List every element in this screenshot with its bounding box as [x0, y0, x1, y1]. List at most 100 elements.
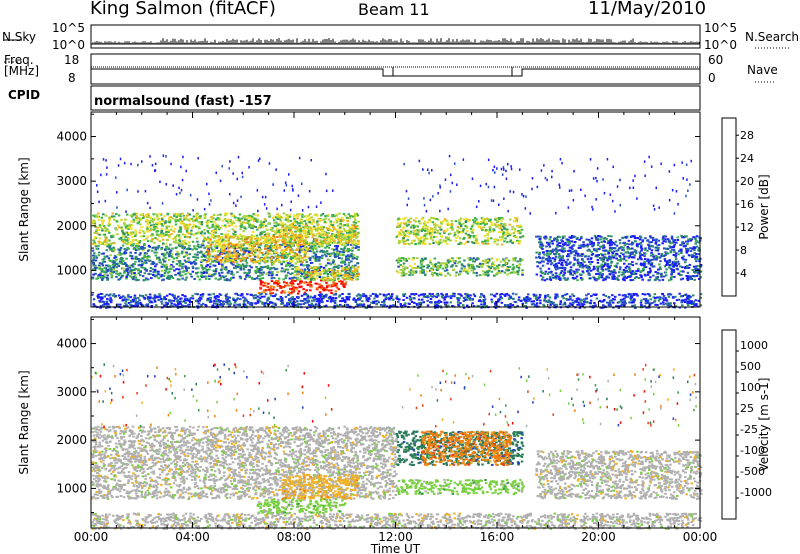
power-cell: [302, 288, 305, 291]
power-cell: [573, 254, 577, 257]
power-cell: [265, 228, 268, 231]
power-cell: [618, 242, 622, 245]
power-cell: [236, 264, 239, 267]
power-cell: [178, 268, 181, 271]
power-cell: [420, 257, 424, 260]
power-cell: [168, 254, 171, 257]
power-cell: [323, 221, 327, 224]
power-cell: [446, 259, 450, 262]
power-cell: [156, 273, 160, 276]
power-cell: [227, 250, 231, 253]
power-cell: [163, 248, 167, 251]
power-cell: [129, 270, 132, 273]
power-cell: [589, 258, 593, 261]
power-cell: [340, 230, 343, 233]
station-title: King Salmon (fitACF): [90, 0, 276, 19]
power-cell: [148, 221, 151, 224]
power-cell: [477, 257, 480, 260]
power-cell: [485, 233, 489, 235]
power-cell: [253, 258, 257, 261]
power-cell: [286, 284, 289, 287]
power-cell: [610, 270, 614, 273]
power-cell: [297, 235, 301, 237]
power-cell: [409, 226, 413, 229]
power-cell: [280, 249, 284, 252]
nave-top: 60: [708, 53, 724, 67]
power-cell: [152, 228, 156, 231]
power-cell: [519, 257, 522, 260]
power-cell: [125, 257, 128, 260]
power-cell: [167, 248, 171, 251]
power-cell: [315, 229, 318, 232]
power-cell: [356, 235, 359, 238]
power-cell: [547, 267, 551, 270]
power-cell: [659, 260, 662, 263]
power-cell: [290, 264, 294, 267]
power-cell: [311, 234, 315, 237]
power-cell: [427, 265, 430, 268]
power-cell: [143, 252, 147, 255]
power-cell: [423, 220, 427, 223]
power-cell: [316, 272, 319, 275]
power-cell: [203, 216, 207, 219]
power-cell: [219, 213, 222, 216]
power-cell: [238, 213, 242, 216]
power-cell: [624, 266, 628, 269]
power-cell: [237, 263, 241, 266]
power-cell: [419, 228, 422, 231]
power-cell: [330, 248, 334, 250]
power-cell: [310, 230, 313, 233]
power-cell: [187, 232, 190, 235]
power-cell: [130, 255, 134, 258]
power-cell: [503, 224, 507, 227]
power-cell: [223, 240, 227, 243]
power-cell: [208, 273, 211, 276]
power-cell: [461, 264, 464, 267]
power-cell: [662, 235, 666, 238]
power-cell: [124, 218, 127, 221]
power-cell: [226, 251, 229, 254]
power-cell: [346, 229, 349, 232]
power-cell: [668, 245, 671, 248]
power-cell: [274, 268, 277, 271]
power-cell: [595, 279, 598, 282]
power-cell: [250, 216, 253, 219]
power-cell: [108, 219, 111, 222]
power-cell: [275, 281, 278, 284]
power-cell: [336, 269, 339, 272]
power-cell: [501, 230, 504, 233]
power-cell: [654, 249, 658, 252]
power-cell: [332, 226, 335, 229]
power-cell: [265, 285, 268, 288]
power-cell: [288, 277, 292, 280]
power-cell: [283, 250, 286, 253]
power-cell: [188, 236, 192, 239]
power-cell: [298, 219, 302, 222]
power-cell: [314, 253, 317, 256]
power-cell: [153, 226, 156, 229]
power-cell: [334, 273, 337, 276]
power-cell: [132, 243, 135, 246]
power-cell: [299, 243, 302, 246]
power-cell: [242, 230, 245, 233]
power-cell: [140, 226, 143, 229]
power-cell: [213, 245, 217, 248]
power-cell: [257, 275, 260, 277]
power-cell: [121, 231, 125, 234]
power-cell: [207, 236, 210, 239]
power-cell: [657, 248, 660, 250]
power-cell: [130, 264, 134, 267]
power-cell: [162, 254, 166, 257]
power-cell: [203, 266, 207, 269]
power-cell: [205, 265, 208, 268]
power-cell: [270, 274, 274, 277]
power-cell: [511, 263, 515, 266]
power-cell: [463, 267, 467, 270]
power-cell: [405, 267, 408, 270]
power-cell: [121, 244, 125, 247]
power-cell: [250, 225, 253, 228]
power-cell: [282, 230, 286, 233]
power-cell: [121, 229, 124, 232]
power-cell: [120, 260, 123, 263]
power-cell: [107, 221, 111, 224]
